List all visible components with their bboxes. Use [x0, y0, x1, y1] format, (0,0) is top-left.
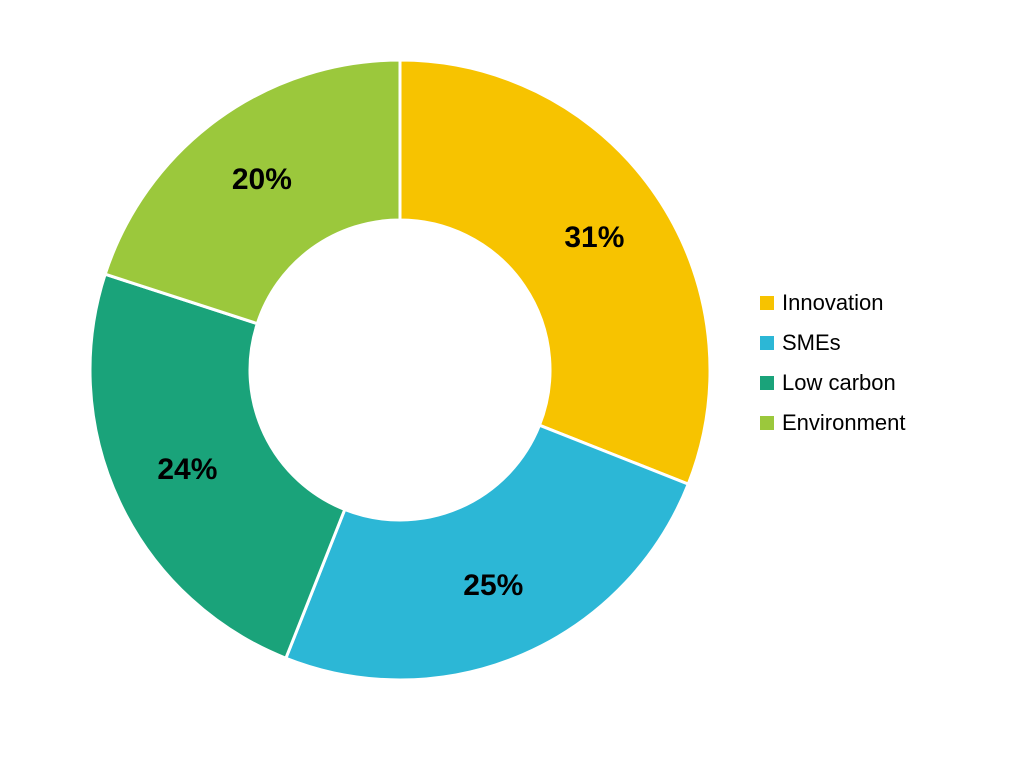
legend-item-innovation: Innovation	[760, 290, 906, 316]
slice-label-low-carbon: 24%	[157, 453, 217, 487]
slice-label-innovation: 31%	[564, 221, 624, 255]
slice-smes	[286, 425, 688, 680]
slice-innovation	[400, 60, 710, 484]
legend-item-environment: Environment	[760, 410, 906, 436]
legend-label-environment: Environment	[782, 410, 906, 436]
legend-swatch-low-carbon	[760, 376, 774, 390]
legend-item-low-carbon: Low carbon	[760, 370, 906, 396]
legend-swatch-innovation	[760, 296, 774, 310]
legend: Innovation SMEs Low carbon Environment	[760, 290, 906, 436]
legend-label-innovation: Innovation	[782, 290, 884, 316]
legend-label-low-carbon: Low carbon	[782, 370, 896, 396]
slice-label-smes: 25%	[463, 569, 523, 603]
donut-chart	[90, 60, 710, 680]
legend-item-smes: SMEs	[760, 330, 906, 356]
legend-swatch-smes	[760, 336, 774, 350]
donut-svg	[90, 60, 710, 680]
slice-low-carbon	[90, 274, 345, 658]
donut-chart-container: Innovation SMEs Low carbon Environment 31% 2…	[0, 0, 1024, 780]
legend-label-smes: SMEs	[782, 330, 841, 356]
legend-swatch-environment	[760, 416, 774, 430]
slice-label-environment: 20%	[232, 163, 292, 197]
